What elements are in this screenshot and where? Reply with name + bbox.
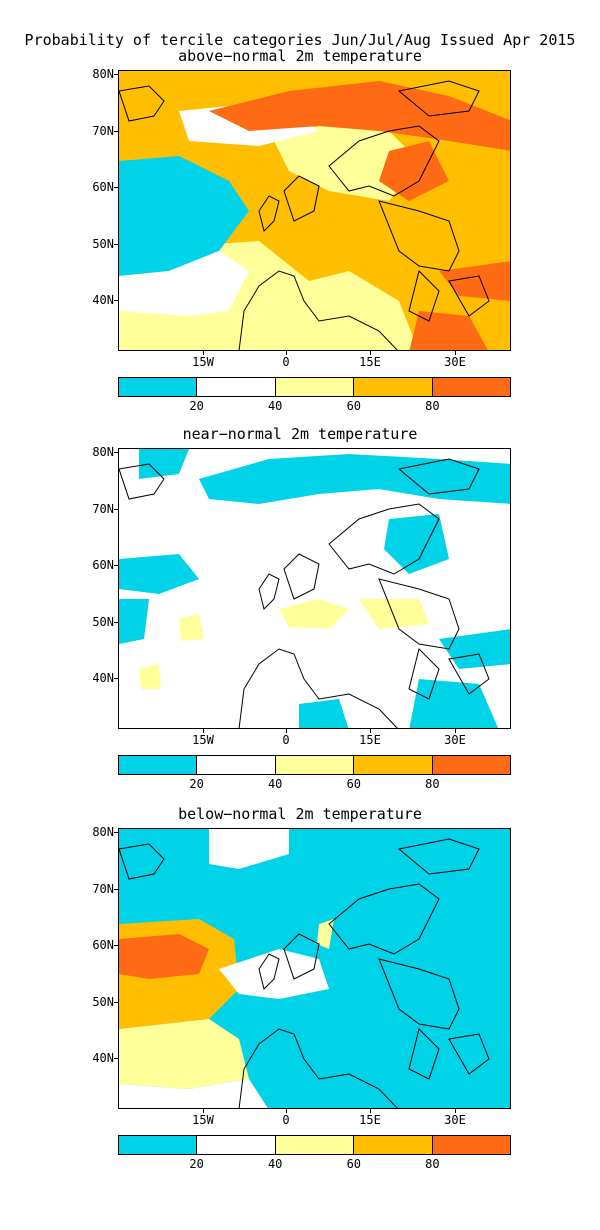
lat-tick <box>114 832 118 833</box>
lon-label: 15W <box>192 1113 214 1127</box>
lat-label: 60N <box>92 180 114 194</box>
colorbar-label: 40 <box>267 399 283 413</box>
lat-label: 50N <box>92 237 114 251</box>
colorbar-label: 80 <box>425 777 440 791</box>
colorbar-label: 60 <box>346 1157 362 1171</box>
colorbar-segment <box>274 756 354 774</box>
colorbar-segment <box>196 378 275 396</box>
lon-tick <box>455 729 456 733</box>
map-frame <box>118 448 511 729</box>
lat-tick <box>114 452 118 453</box>
colorbar <box>118 377 511 397</box>
lon-tick <box>370 1109 371 1113</box>
colorbar-label: 20 <box>189 1157 204 1171</box>
lat-tick <box>114 678 118 679</box>
lat-tick <box>114 74 118 75</box>
colorbar-label: 60 <box>346 399 362 413</box>
lat-label: 80N <box>92 445 114 459</box>
lon-label: 0 <box>282 1113 290 1127</box>
lat-tick <box>114 244 118 245</box>
colorbar <box>118 1135 511 1155</box>
lat-label: 70N <box>92 502 114 516</box>
colorbar-label: 20 <box>189 399 204 413</box>
lon-tick <box>370 729 371 733</box>
lon-tick <box>203 351 204 355</box>
lat-label: 40N <box>92 671 114 685</box>
lat-tick <box>114 565 118 566</box>
colorbar-segment <box>431 378 511 396</box>
lon-label: 15E <box>359 1113 381 1127</box>
colorbar-label: 20 <box>189 777 204 791</box>
lat-tick <box>114 509 118 510</box>
lat-label: 50N <box>92 615 114 629</box>
lat-label: 40N <box>92 1051 114 1065</box>
colorbar-segment <box>119 756 197 774</box>
lat-label: 80N <box>92 825 114 839</box>
colorbar-segment <box>353 1136 432 1154</box>
lon-tick <box>455 351 456 355</box>
probability-map <box>119 829 510 1108</box>
lon-label: 15W <box>192 355 214 369</box>
lon-label: 15E <box>359 355 381 369</box>
lat-tick <box>114 300 118 301</box>
lon-label: 15W <box>192 733 214 747</box>
figure-title: Probability of tercile categories Jun/Ju… <box>24 31 576 49</box>
probability-map <box>119 71 510 350</box>
lat-tick <box>114 622 118 623</box>
lat-label: 40N <box>92 293 114 307</box>
lon-tick <box>286 1109 287 1113</box>
colorbar-label: 60 <box>346 777 362 791</box>
probability-map <box>119 449 510 728</box>
lat-tick <box>114 1058 118 1059</box>
lat-label: 70N <box>92 124 114 138</box>
colorbar <box>118 755 511 775</box>
lon-label: 30E <box>444 1113 466 1127</box>
lat-tick <box>114 1002 118 1003</box>
lon-label: 0 <box>282 355 290 369</box>
colorbar-segment <box>196 756 275 774</box>
colorbar-label: 40 <box>267 1157 283 1171</box>
colorbar-segment <box>274 378 354 396</box>
colorbar-segment <box>119 1136 197 1154</box>
lon-tick <box>370 351 371 355</box>
colorbar-segment <box>431 1136 511 1154</box>
colorbar-segment <box>274 1136 354 1154</box>
lat-label: 70N <box>92 882 114 896</box>
panel-subtitle: below−normal 2m temperature <box>178 805 422 823</box>
lon-label: 0 <box>282 733 290 747</box>
lat-tick <box>114 945 118 946</box>
colorbar-segment <box>119 378 197 396</box>
colorbar-label: 80 <box>425 1157 440 1171</box>
lat-label: 80N <box>92 67 114 81</box>
lat-tick <box>114 889 118 890</box>
colorbar-label: 40 <box>267 777 283 791</box>
lat-label: 50N <box>92 995 114 1009</box>
lat-label: 60N <box>92 938 114 952</box>
map-frame <box>118 70 511 351</box>
colorbar-segment <box>353 378 432 396</box>
lat-label: 60N <box>92 558 114 572</box>
lat-tick <box>114 131 118 132</box>
colorbar-label: 80 <box>425 399 440 413</box>
lon-label: 15E <box>359 733 381 747</box>
lon-tick <box>286 729 287 733</box>
lon-label: 30E <box>444 733 466 747</box>
lon-label: 30E <box>444 355 466 369</box>
colorbar-segment <box>431 756 511 774</box>
lon-tick <box>203 729 204 733</box>
lon-tick <box>455 1109 456 1113</box>
lon-tick <box>286 351 287 355</box>
map-frame <box>118 828 511 1109</box>
colorbar-segment <box>353 756 432 774</box>
lat-tick <box>114 187 118 188</box>
panel-subtitle: near−normal 2m temperature <box>182 425 418 443</box>
colorbar-segment <box>196 1136 275 1154</box>
panel-subtitle: above−normal 2m temperature <box>178 47 422 65</box>
lon-tick <box>203 1109 204 1113</box>
